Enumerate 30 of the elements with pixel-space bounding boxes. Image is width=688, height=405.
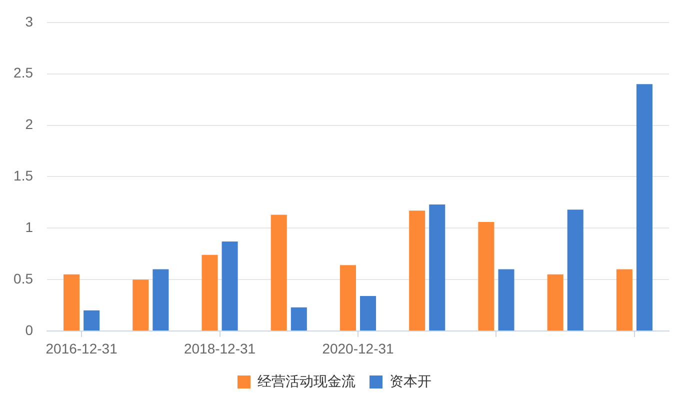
bar	[340, 265, 356, 330]
bar	[498, 269, 514, 330]
bar	[270, 214, 287, 330]
y-tick-label: 1	[25, 218, 34, 235]
y-tick-label: 0.5	[14, 270, 34, 286]
bar	[202, 254, 218, 330]
legend-label: 资本开	[390, 372, 432, 389]
bar	[290, 307, 307, 330]
y-tick-label: 3	[25, 13, 34, 30]
x-tick-label: 2020-12-31	[322, 340, 394, 356]
bar	[636, 84, 652, 330]
x-tick-label: 2018-12-31	[184, 340, 256, 356]
y-tick-label: 2	[25, 116, 34, 132]
bar	[478, 222, 494, 330]
y-tick-label: 0	[25, 322, 34, 338]
bar	[132, 280, 149, 330]
bar	[616, 269, 632, 330]
x-tick-label: 2016-12-31	[46, 340, 118, 356]
bar	[547, 274, 564, 330]
bar	[567, 210, 584, 330]
legend-label: 经营活动现金流	[258, 372, 356, 389]
bar	[360, 296, 376, 330]
bar	[152, 269, 169, 330]
bar	[64, 274, 80, 330]
bar	[84, 310, 100, 330]
bar	[429, 204, 446, 330]
y-tick-label: 2.5	[14, 64, 34, 81]
y-tick-label: 1.5	[14, 168, 34, 184]
bar	[222, 242, 238, 330]
bar	[409, 210, 426, 330]
